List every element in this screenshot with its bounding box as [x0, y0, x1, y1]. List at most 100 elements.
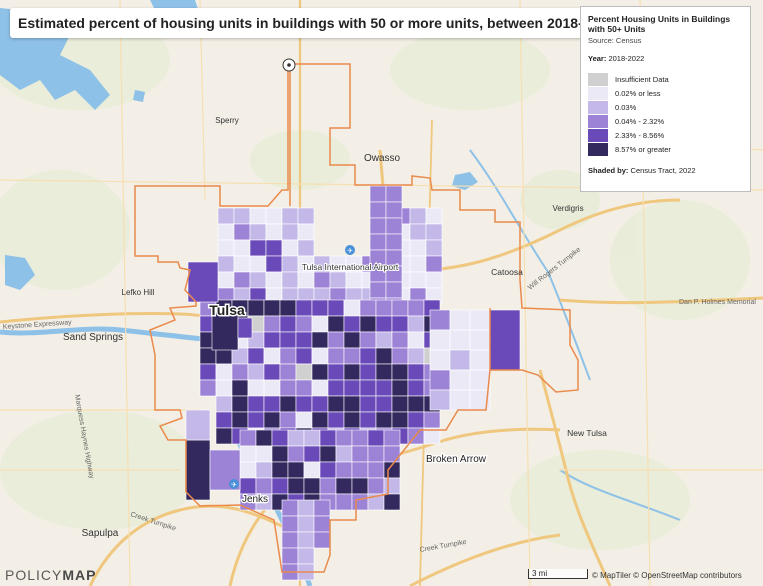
census-tract: [281, 515, 299, 533]
census-tract: [279, 411, 297, 429]
census-tract: [281, 207, 299, 225]
legend-shaded-label: Shaded by:: [588, 166, 629, 175]
census-tract: [297, 239, 315, 257]
legend-swatch: [588, 100, 608, 114]
census-tract: [249, 223, 267, 241]
census-tract: [311, 331, 329, 349]
census-tract: [351, 477, 369, 495]
census-tract: [233, 239, 251, 257]
census-tract: [215, 363, 233, 381]
location-marker[interactable]: [282, 58, 296, 72]
census-tract: [279, 299, 297, 317]
census-tract: [281, 255, 299, 273]
census-tract: [469, 309, 491, 331]
census-tract: [469, 349, 491, 371]
census-tract: [409, 207, 427, 225]
place-label-airport: Tulsa International Airport: [302, 262, 399, 272]
census-tract: [407, 379, 425, 397]
census-tract: [265, 223, 283, 241]
map-attribution[interactable]: © MapTiler © OpenStreetMap contributors: [592, 571, 742, 580]
census-tract: [239, 429, 257, 447]
census-tract: [369, 233, 387, 251]
census-tract: [281, 271, 299, 289]
census-tract: [255, 477, 273, 495]
census-tract: [375, 315, 393, 333]
census-tract: [199, 347, 217, 365]
census-tract: [271, 429, 289, 447]
census-tract: [335, 493, 353, 511]
census-tract: [385, 185, 403, 203]
census-tract: [295, 411, 313, 429]
census-tract: [343, 363, 361, 381]
census-tract: [249, 271, 267, 289]
legend-panel: Percent Housing Units in Buildings with …: [580, 6, 751, 192]
census-tract: [313, 271, 331, 289]
scale-bar: 3 mi: [528, 569, 588, 579]
census-tract: [391, 379, 409, 397]
census-tract: [199, 379, 217, 397]
airport-label: ✈ Tulsa International Airport: [301, 245, 400, 273]
census-tract: [383, 493, 401, 511]
census-tract: [295, 395, 313, 413]
census-tract: [303, 429, 321, 447]
census-tract: [217, 271, 235, 289]
census-tract: [343, 395, 361, 413]
terrain-patches: [0, 10, 750, 550]
census-tract: [375, 379, 393, 397]
census-tract: [311, 379, 329, 397]
census-tract: [297, 515, 315, 533]
census-tract: [429, 369, 451, 391]
census-tract: [271, 461, 289, 479]
census-tract: [385, 201, 403, 219]
airport-jenks: ✈: [229, 479, 239, 489]
census-tract: [265, 239, 283, 257]
census-tract: [327, 299, 345, 317]
census-tract: [217, 255, 235, 273]
census-tract: [469, 329, 491, 351]
census-tract: [319, 429, 337, 447]
census-tract: [407, 299, 425, 317]
census-tract: [311, 363, 329, 381]
legend-item: 2.33% - 8.56%: [588, 128, 743, 142]
census-tract: [351, 461, 369, 479]
legend-item: 0.04% - 2.32%: [588, 114, 743, 128]
census-tract: [295, 331, 313, 349]
census-tract: [247, 395, 265, 413]
census-tract: [281, 239, 299, 257]
legend-swatch: [588, 72, 608, 86]
census-tract: [287, 461, 305, 479]
census-tract: [311, 347, 329, 365]
place-label-catoosa: Catoosa: [491, 267, 523, 277]
policymap-logo[interactable]: POLICYMAP: [5, 567, 96, 583]
census-tract: [295, 363, 313, 381]
census-tract: [263, 331, 281, 349]
city-boundary: [134, 63, 579, 573]
census-tract: [295, 315, 313, 333]
legend-item: Insufficient Data: [588, 72, 743, 86]
census-tract: [237, 317, 253, 339]
census-tract: [425, 207, 443, 225]
logo-part-2: MAP: [62, 567, 97, 583]
place-label-jenks: Jenks: [242, 494, 268, 505]
legend-swatch: [588, 114, 608, 128]
legend-item: 0.03%: [588, 100, 743, 114]
census-tract: [311, 299, 329, 317]
legend-shaded-value: Census Tract, 2022: [630, 166, 696, 175]
census-tract: [327, 379, 345, 397]
legend-year-label: Year:: [588, 54, 607, 63]
census-tract: [343, 379, 361, 397]
census-tract: [215, 395, 233, 413]
census-tract: [359, 395, 377, 413]
census-tract: [383, 429, 401, 447]
census-tract: [217, 239, 235, 257]
census-tract: [287, 477, 305, 495]
census-tract: [375, 363, 393, 381]
census-tract: [385, 217, 403, 235]
place-label-broken-arrow: Broken Arrow: [426, 454, 487, 465]
census-tract: [233, 207, 251, 225]
census-tract: [263, 395, 281, 413]
legend-item-label: 0.03%: [615, 102, 637, 112]
legend-item-label: 2.33% - 8.56%: [615, 130, 665, 140]
census-tract: [281, 499, 299, 517]
census-tract: [271, 477, 289, 495]
